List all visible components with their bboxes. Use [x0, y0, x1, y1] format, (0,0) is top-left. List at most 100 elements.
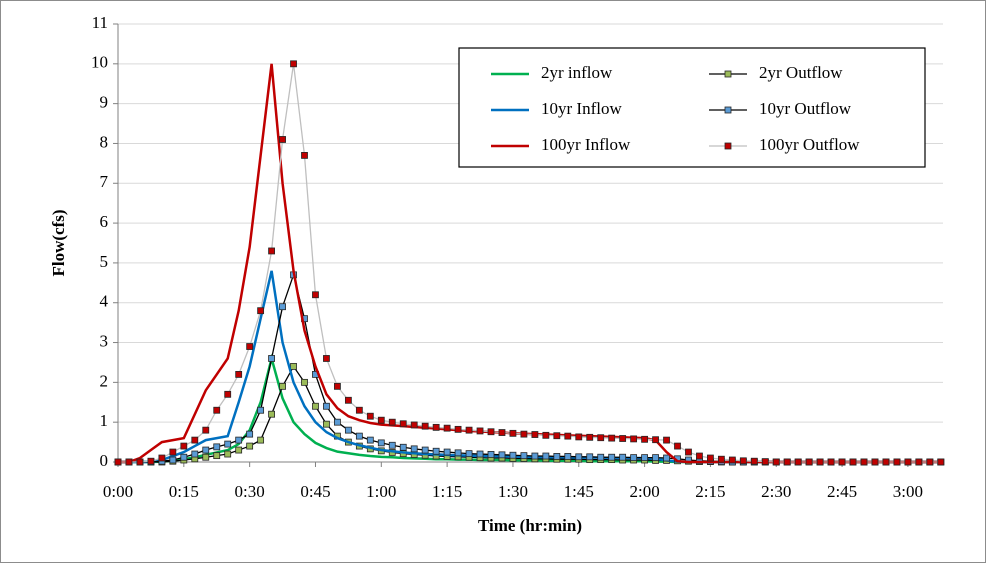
data-point	[641, 435, 648, 443]
legend-label: 2yr Outflow	[759, 63, 843, 82]
data-point	[224, 390, 232, 398]
data-point	[630, 435, 638, 443]
data-point	[597, 453, 605, 461]
y-tick-label: 11	[92, 13, 108, 32]
data-point	[641, 454, 648, 462]
legend-marker	[724, 142, 732, 150]
data-point	[685, 448, 692, 456]
data-point	[553, 432, 561, 440]
data-point	[355, 432, 363, 440]
data-point	[564, 432, 572, 440]
data-point	[158, 454, 166, 462]
data-point	[421, 446, 429, 454]
x-tick-label: 0:30	[235, 482, 265, 501]
data-point	[575, 433, 583, 441]
data-point	[323, 355, 330, 362]
data-point	[498, 451, 506, 459]
data-point	[268, 410, 275, 418]
y-tick-label: 7	[100, 172, 109, 191]
data-point	[520, 452, 528, 460]
data-point	[739, 457, 747, 465]
data-point	[235, 446, 243, 454]
data-point	[904, 458, 912, 466]
data-point	[301, 378, 308, 386]
x-tick-label: 2:15	[695, 482, 725, 501]
data-point	[169, 456, 177, 464]
data-point	[246, 442, 254, 450]
data-point	[750, 457, 758, 465]
data-point	[147, 457, 155, 465]
data-point	[509, 451, 517, 459]
data-point	[674, 442, 681, 450]
x-tick-label: 0:00	[103, 482, 133, 501]
data-point	[816, 458, 824, 466]
data-point	[443, 424, 451, 432]
data-point	[410, 445, 418, 453]
y-tick-label: 8	[100, 132, 109, 151]
y-tick-label: 10	[91, 53, 108, 72]
data-point	[202, 453, 210, 461]
data-point	[114, 458, 122, 466]
data-point	[575, 453, 583, 461]
data-point	[443, 448, 451, 456]
y-tick-label: 3	[100, 331, 109, 350]
data-point	[794, 458, 802, 466]
x-tick-label: 1:00	[366, 482, 396, 501]
series-line	[118, 63, 941, 463]
data-point	[476, 450, 484, 458]
data-point	[915, 458, 923, 466]
data-point	[399, 443, 407, 451]
y-tick-label: 0	[100, 451, 109, 470]
x-tick-label: 2:45	[827, 482, 857, 501]
data-point	[180, 442, 188, 450]
x-tick-label: 1:15	[432, 482, 462, 501]
data-point	[465, 450, 473, 458]
data-point	[257, 436, 265, 444]
data-point	[191, 436, 199, 444]
data-point	[542, 431, 550, 439]
data-point	[454, 449, 462, 457]
data-point	[323, 420, 330, 428]
y-tick-label: 6	[100, 212, 109, 231]
data-point	[213, 443, 221, 451]
data-point	[180, 453, 188, 461]
data-point	[224, 450, 232, 458]
data-point	[399, 420, 407, 428]
data-point	[531, 431, 539, 438]
data-point	[432, 423, 440, 431]
y-tick-label: 1	[100, 411, 109, 430]
data-point	[608, 453, 616, 461]
data-point	[213, 406, 221, 414]
data-point	[630, 454, 638, 462]
data-point	[312, 291, 319, 299]
data-point	[235, 436, 243, 444]
x-tick-label: 0:45	[300, 482, 330, 501]
legend-marker	[724, 70, 732, 78]
data-point	[323, 402, 330, 410]
x-tick-label: 2:30	[761, 482, 791, 501]
x-tick-label: 1:30	[498, 482, 528, 501]
data-point	[224, 440, 232, 448]
data-point	[597, 434, 605, 442]
data-point	[728, 456, 736, 464]
data-point	[542, 452, 550, 460]
data-point	[772, 458, 780, 466]
y-tick-label: 4	[100, 292, 109, 311]
data-point	[279, 136, 286, 143]
legend-label: 100yr Outflow	[759, 135, 860, 154]
data-point	[586, 453, 594, 461]
data-point	[421, 422, 429, 430]
data-point	[937, 458, 945, 466]
data-point	[652, 436, 659, 444]
legend-label: 100yr Inflow	[541, 135, 631, 154]
data-point	[564, 453, 572, 460]
data-point	[761, 458, 769, 466]
x-tick-label: 2:00	[629, 482, 659, 501]
data-point	[652, 454, 659, 462]
x-tick-label: 0:15	[169, 482, 199, 501]
data-point	[191, 450, 199, 458]
data-point	[531, 452, 539, 460]
x-tick-label: 3:00	[893, 482, 923, 501]
data-point	[366, 436, 374, 444]
